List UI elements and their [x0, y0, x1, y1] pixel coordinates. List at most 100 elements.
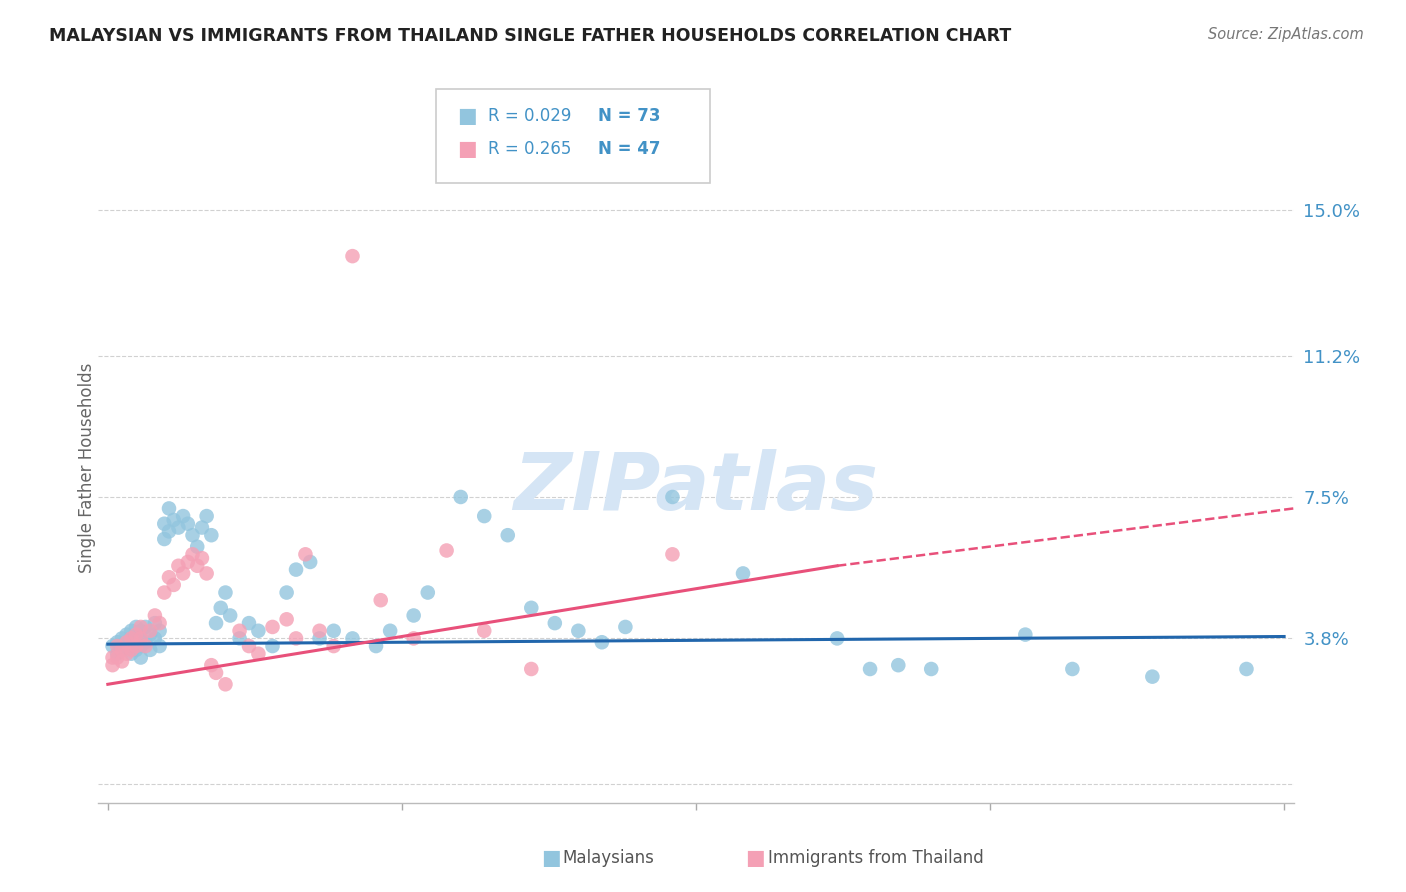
Point: [181, 528, 204, 542]
Point: [134, 620, 156, 634]
Point: [129, 620, 152, 634]
Point: [416, 585, 439, 599]
Point: [661, 490, 683, 504]
Text: MALAYSIAN VS IMMIGRANTS FROM THAILAND SINGLE FATHER HOUSEHOLDS CORRELATION CHART: MALAYSIAN VS IMMIGRANTS FROM THAILAND SI…: [49, 27, 1011, 45]
Point: [120, 635, 142, 649]
Point: [115, 627, 138, 641]
Point: [120, 643, 142, 657]
Text: ■: ■: [541, 848, 561, 868]
Text: ■: ■: [457, 106, 477, 126]
Point: [125, 627, 148, 641]
Point: [129, 632, 152, 646]
Point: [247, 647, 270, 661]
Point: [276, 585, 298, 599]
Point: [143, 616, 166, 631]
Text: N = 73: N = 73: [598, 107, 659, 125]
Point: [105, 650, 128, 665]
Point: [181, 547, 204, 561]
Point: [228, 632, 250, 646]
Point: [134, 639, 156, 653]
Text: Immigrants from Thailand: Immigrants from Thailand: [768, 849, 983, 867]
Point: [228, 624, 250, 638]
Point: [101, 658, 124, 673]
Point: [238, 639, 260, 653]
Point: [143, 632, 166, 646]
Point: [111, 654, 134, 668]
Point: [115, 635, 138, 649]
Point: [115, 647, 138, 661]
Point: [614, 620, 637, 634]
Point: [205, 665, 228, 680]
Text: ■: ■: [745, 848, 765, 868]
Point: [308, 632, 330, 646]
Point: [887, 658, 910, 673]
Point: [520, 662, 543, 676]
Text: ■: ■: [457, 139, 477, 159]
Point: [163, 578, 186, 592]
Point: [129, 650, 152, 665]
Point: [153, 516, 176, 531]
Point: [200, 658, 222, 673]
Point: [101, 639, 124, 653]
Point: [214, 585, 236, 599]
Point: [661, 547, 683, 561]
Point: [402, 608, 425, 623]
Point: [219, 608, 242, 623]
Text: Source: ZipAtlas.com: Source: ZipAtlas.com: [1208, 27, 1364, 42]
Point: [157, 570, 180, 584]
Point: [238, 616, 260, 631]
Point: [825, 632, 848, 646]
Point: [111, 643, 134, 657]
Point: [294, 547, 316, 561]
Text: R = 0.265: R = 0.265: [488, 140, 571, 158]
Point: [139, 627, 162, 641]
Point: [167, 558, 190, 573]
Point: [139, 643, 162, 657]
Point: [143, 608, 166, 623]
Point: [364, 639, 387, 653]
Point: [544, 616, 567, 631]
Point: [120, 632, 142, 646]
Point: [195, 566, 218, 581]
Point: [436, 543, 458, 558]
Point: [205, 616, 228, 631]
Point: [191, 520, 214, 534]
Point: [115, 639, 138, 653]
Point: [125, 643, 148, 657]
Point: [186, 540, 208, 554]
Point: [111, 632, 134, 646]
Point: [342, 249, 364, 263]
Point: [920, 662, 942, 676]
Point: [209, 600, 232, 615]
Point: [157, 501, 180, 516]
Point: [163, 513, 186, 527]
Point: [149, 639, 172, 653]
Point: [139, 624, 162, 638]
Point: [149, 616, 172, 631]
Point: [276, 612, 298, 626]
Point: [567, 624, 589, 638]
Point: [177, 555, 200, 569]
Point: [285, 632, 308, 646]
Point: [342, 632, 364, 646]
Point: [177, 516, 200, 531]
Point: [591, 635, 613, 649]
Point: [370, 593, 392, 607]
Point: [153, 585, 176, 599]
Point: [731, 566, 754, 581]
Text: Malaysians: Malaysians: [562, 849, 654, 867]
Point: [167, 520, 190, 534]
Point: [1014, 627, 1036, 641]
Point: [111, 643, 134, 657]
Point: [129, 639, 152, 653]
Point: [402, 632, 425, 646]
Text: R = 0.029: R = 0.029: [488, 107, 571, 125]
Point: [129, 624, 152, 638]
Point: [105, 647, 128, 661]
Point: [1236, 662, 1258, 676]
Point: [105, 635, 128, 649]
Point: [149, 624, 172, 638]
Point: [308, 624, 330, 638]
Text: ZIPatlas: ZIPatlas: [513, 450, 879, 527]
Point: [195, 509, 218, 524]
